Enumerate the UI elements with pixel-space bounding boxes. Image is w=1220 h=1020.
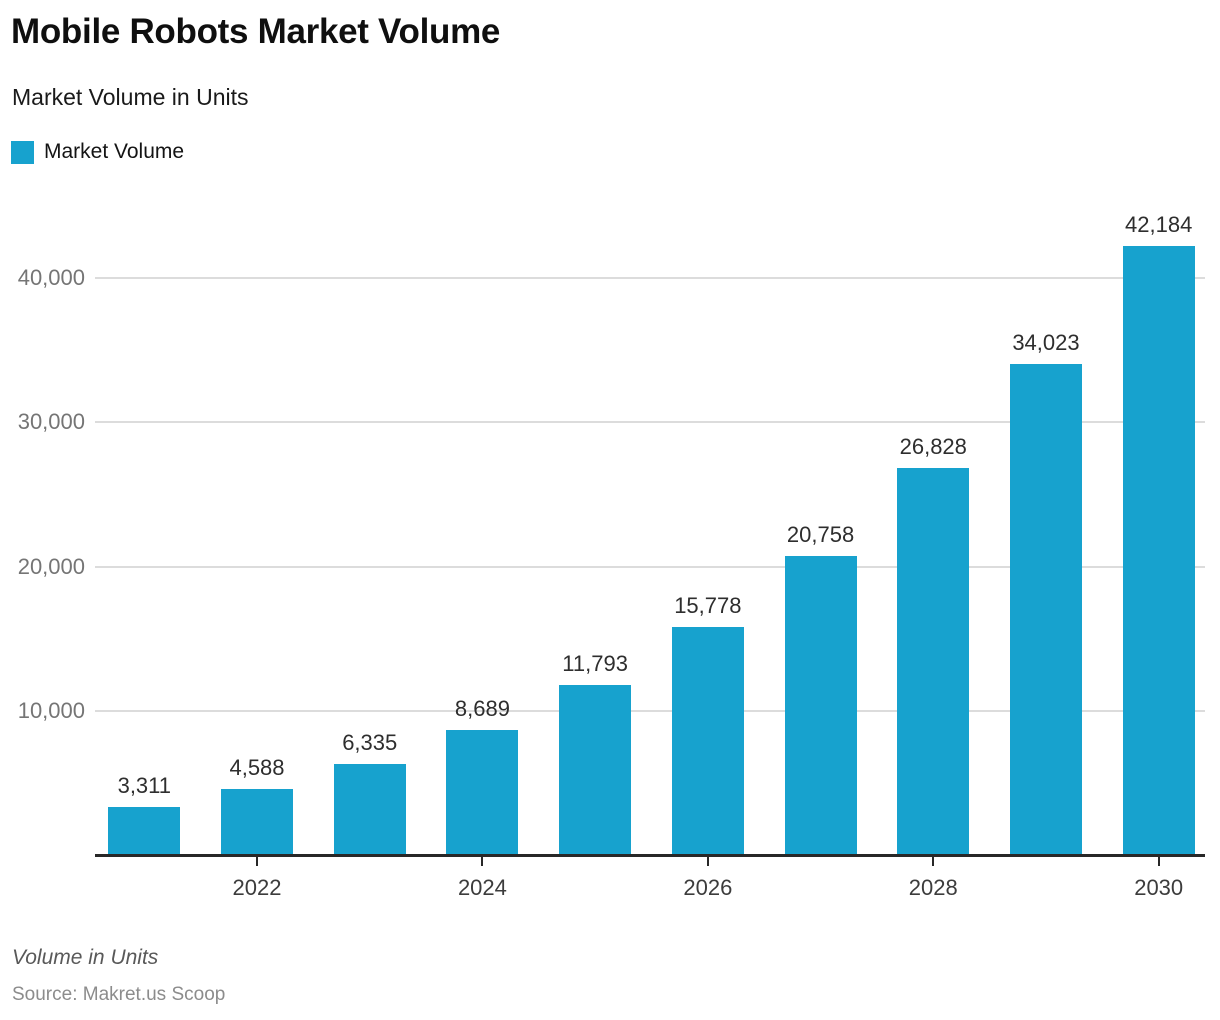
bar-value-label: 6,335: [342, 729, 398, 755]
gridline: [95, 421, 1205, 424]
bar[interactable]: [108, 807, 181, 855]
bar-value-label: 3,311: [117, 773, 171, 799]
bar-value-label: 26,828: [899, 434, 967, 459]
bar[interactable]: [671, 627, 744, 855]
bar[interactable]: [221, 788, 293, 855]
bar-value-label: 34,023: [1012, 330, 1080, 356]
x-axis-tick: [256, 857, 258, 866]
x-axis-tick-label: 2030: [1134, 875, 1184, 900]
bar-value-label: 15,778: [674, 593, 742, 619]
gridline: [95, 565, 1205, 568]
x-axis-line: [95, 854, 1205, 857]
bar-value-label: 11,793: [562, 650, 628, 676]
chart-title: Mobile Robots Market Volume: [11, 12, 501, 51]
bar-value-label: 4,588: [229, 754, 285, 780]
gridline: [95, 277, 1205, 279]
footer-source: Source: Makret.us Scoop: [12, 984, 226, 1005]
x-axis-tick: [706, 857, 709, 866]
footer-note: Volume in Units: [12, 946, 159, 969]
x-axis-tick-label: 2024: [457, 875, 507, 900]
gridline: [95, 709, 1205, 712]
bar[interactable]: [897, 468, 970, 855]
x-axis-tick-label: 2028: [908, 875, 958, 900]
bar[interactable]: [333, 763, 406, 855]
x-axis-tick-label: 2026: [683, 875, 733, 900]
x-axis-tick-label: 2022: [232, 875, 282, 900]
y-axis-tick-label: 20,000: [17, 553, 85, 579]
y-axis-tick-label: 40,000: [17, 265, 85, 290]
chart-subtitle: Market Volume in Units: [12, 84, 249, 110]
bar[interactable]: [784, 555, 857, 855]
x-axis-tick: [932, 857, 935, 866]
bar[interactable]: [1009, 364, 1082, 855]
bar-value-label: 42,184: [1125, 212, 1193, 238]
y-axis-tick-label: 30,000: [17, 409, 85, 435]
bar-value-label: 8,689: [454, 695, 510, 721]
bar[interactable]: [559, 684, 632, 855]
bar[interactable]: [446, 729, 519, 855]
x-axis-tick: [481, 857, 484, 866]
legend-swatch-icon: [11, 140, 34, 164]
x-axis-tick: [1157, 857, 1160, 866]
legend: Market Volume: [11, 140, 184, 164]
bar[interactable]: [1122, 246, 1195, 855]
y-axis-tick-label: 10,000: [17, 697, 85, 723]
bar-value-label: 20,758: [786, 521, 855, 547]
legend-label: Market Volume: [44, 140, 185, 163]
